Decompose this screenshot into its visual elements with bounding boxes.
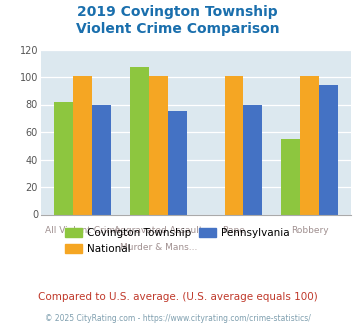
Bar xyxy=(168,112,187,214)
Bar xyxy=(149,76,168,214)
Text: Aggravated Assault: Aggravated Assault xyxy=(114,226,202,235)
Text: 2019 Covington Township
Violent Crime Comparison: 2019 Covington Township Violent Crime Co… xyxy=(76,5,279,36)
Text: Rape: Rape xyxy=(223,226,245,235)
Legend: Covington Township, National, Pennsylvania: Covington Township, National, Pennsylvan… xyxy=(65,228,290,254)
Text: Robbery: Robbery xyxy=(291,226,329,235)
Bar xyxy=(300,76,319,214)
Bar xyxy=(225,76,244,214)
Bar xyxy=(244,105,262,214)
Bar xyxy=(130,67,149,214)
Text: All Violent Crime: All Violent Crime xyxy=(45,226,120,235)
Bar xyxy=(54,102,73,214)
Bar xyxy=(282,139,300,214)
Text: Murder & Mans...: Murder & Mans... xyxy=(120,243,197,251)
Bar xyxy=(92,105,111,214)
Bar xyxy=(319,85,338,214)
Text: Compared to U.S. average. (U.S. average equals 100): Compared to U.S. average. (U.S. average … xyxy=(38,292,317,302)
Text: © 2025 CityRating.com - https://www.cityrating.com/crime-statistics/: © 2025 CityRating.com - https://www.city… xyxy=(45,314,310,323)
Bar xyxy=(73,76,92,214)
